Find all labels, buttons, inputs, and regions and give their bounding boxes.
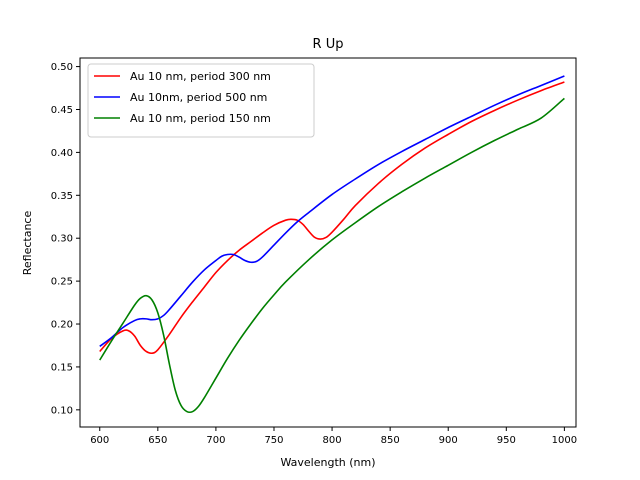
x-tick-label: 1000 <box>552 435 577 446</box>
x-tick-label: 800 <box>323 435 342 446</box>
x-axis-ticks: 600 650 700 750 800 850 900 950 1000 <box>90 427 577 446</box>
series-layer <box>99 75 565 414</box>
x-tick-label: 700 <box>206 435 225 446</box>
series-line-3 <box>99 97 565 414</box>
series-line-1 <box>99 81 565 355</box>
x-tick-label: 750 <box>264 435 283 446</box>
legend-box <box>87 63 315 138</box>
x-tick-label: 850 <box>381 435 400 446</box>
x-tick-label: 650 <box>148 435 167 446</box>
legend-label-1: Au 10 nm, period 300 nm <box>130 70 271 83</box>
axes-frame <box>79 57 577 428</box>
x-tick-label: 600 <box>90 435 109 446</box>
legend-label-2: Au 10nm, period 500 nm <box>130 91 267 104</box>
y-tick-label: 0.25 <box>51 277 73 288</box>
x-tick-label: 950 <box>497 435 516 446</box>
y-tick-label: 0.15 <box>51 362 73 373</box>
y-tick-label: 0.10 <box>51 405 73 416</box>
series-line-2 <box>99 75 565 347</box>
y-tick-label: 0.30 <box>51 234 73 245</box>
y-axis-ticks: 0.10 0.15 0.20 0.25 0.30 0.35 0.40 0.45 0.50 <box>51 62 80 416</box>
y-tick-label: 0.35 <box>51 191 73 202</box>
x-axis-label: Wavelength (nm) <box>280 456 375 469</box>
chart-title: R Up <box>313 37 344 52</box>
y-tick-label: 0.40 <box>51 148 73 159</box>
legend-label-3: Au 10 nm, period 150 nm <box>130 112 271 125</box>
y-axis-label: Reflectance <box>21 211 34 276</box>
y-tick-label: 0.20 <box>51 320 73 331</box>
x-tick-label: 900 <box>439 435 458 446</box>
y-tick-label: 0.45 <box>51 105 73 116</box>
y-tick-label: 0.50 <box>51 62 73 73</box>
legend: Au 10 nm, period 300 nm Au 10nm, period 5… <box>87 63 315 138</box>
